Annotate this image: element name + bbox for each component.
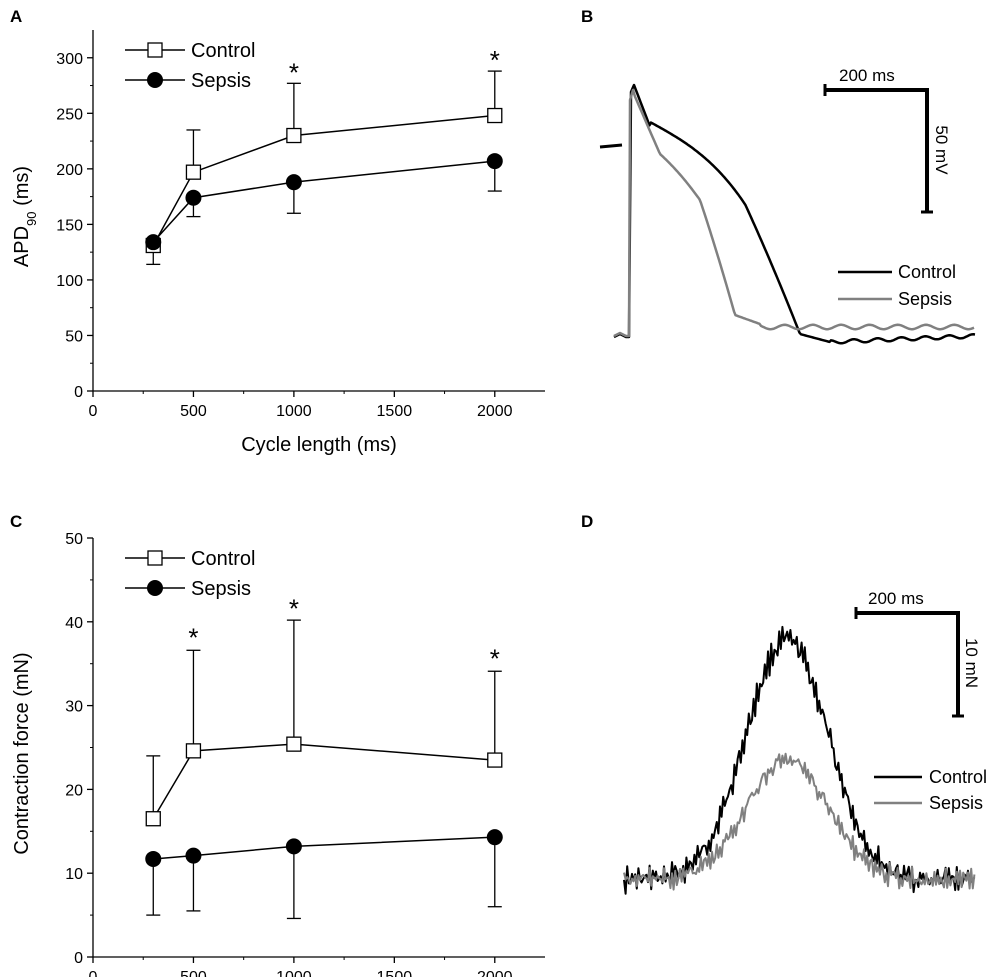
panel-a-x-tick-label: 1500 bbox=[377, 403, 413, 420]
panel-a-sepsis-point bbox=[285, 174, 302, 191]
panel-c-control-point bbox=[487, 752, 503, 768]
panel-a-control-point bbox=[487, 107, 503, 124]
panel-c-y-axis-label: Contraction force (mN) bbox=[11, 652, 33, 854]
panel-c-control-point bbox=[286, 736, 302, 752]
panel-a-legend-control-marker bbox=[147, 42, 163, 58]
panel-c-control-point bbox=[145, 811, 161, 827]
legend-b: Control Sepsis bbox=[838, 262, 956, 309]
panel-a-control-line bbox=[152, 114, 495, 246]
scale-bar-ap: 200 ms 50 mV bbox=[823, 66, 951, 214]
sepsis-force-trace bbox=[623, 752, 976, 891]
scale-label-force: 10 mN bbox=[962, 638, 981, 688]
panel-a-x-tick-label: 1000 bbox=[276, 403, 312, 420]
panel-c-control-line bbox=[152, 743, 495, 820]
resting-potential-marker bbox=[599, 143, 623, 149]
action-potential-traces: 200 ms 50 mV Control Sepsis bbox=[599, 66, 976, 345]
panel-c-sepsis-point bbox=[486, 829, 503, 846]
panel-a-y-tick-label: 200 bbox=[56, 162, 83, 179]
panel-a-legend-sepsis-label: Sepsis bbox=[191, 70, 251, 92]
scale-label-time-d: 200 ms bbox=[868, 589, 924, 608]
legend-d-control-label: Control bbox=[929, 767, 987, 787]
panel-c-x-tick-label: 1500 bbox=[377, 969, 413, 977]
scale-label-voltage: 50 mV bbox=[932, 125, 951, 175]
sepsis-action-potential-trace bbox=[613, 88, 975, 338]
panel-c-x-tick-label: 0 bbox=[89, 969, 98, 977]
panel-c-y-tick-label: 0 bbox=[74, 950, 83, 967]
legend-d: Control Sepsis bbox=[874, 767, 987, 813]
legend-b-control-label: Control bbox=[898, 262, 956, 282]
panel-a-sepsis-point bbox=[185, 189, 202, 206]
panel-a-significance-star: * bbox=[490, 45, 500, 75]
legend-b-sepsis-label: Sepsis bbox=[898, 289, 952, 309]
legend-d-sepsis-label: Sepsis bbox=[929, 793, 983, 813]
panel-a-sepsis-point bbox=[145, 234, 162, 251]
panel-letter-a: A bbox=[10, 7, 22, 26]
panel-a-y-tick-label: 250 bbox=[56, 106, 83, 123]
panel-c-y-tick-label: 10 bbox=[65, 866, 83, 883]
contraction-force-traces: 200 ms 10 mN Control Sepsis bbox=[623, 589, 987, 895]
panel-a-y-tick-label: 150 bbox=[56, 217, 83, 234]
panel-a-y-axis-label: APD90 (ms) bbox=[11, 166, 39, 267]
panel-letter-c: C bbox=[10, 512, 22, 531]
panel-c-significance-star: * bbox=[188, 623, 198, 653]
panel-c-legend-control-label: Control bbox=[191, 548, 255, 570]
panel-a-y-tick-label: 50 bbox=[65, 328, 83, 345]
panel-c-y-tick-label: 40 bbox=[65, 615, 83, 632]
panel-a-x-tick-label: 500 bbox=[180, 403, 207, 420]
panel-c-x-tick-label: 2000 bbox=[477, 969, 513, 977]
panel-c-y-tick-label: 20 bbox=[65, 782, 83, 799]
panel-c-legend-sepsis-label: Sepsis bbox=[191, 578, 251, 600]
panel-a-x-axis-label: Cycle length (ms) bbox=[241, 434, 397, 456]
panel-a-y-tick-label: 300 bbox=[56, 51, 83, 68]
panel-a-control-point bbox=[185, 164, 202, 180]
scale-label-time-b: 200 ms bbox=[839, 66, 895, 85]
panel-a-legend-sepsis-marker bbox=[147, 72, 163, 88]
panel-c-legend-control-marker bbox=[147, 550, 163, 566]
panel-letter-b: B bbox=[581, 7, 593, 26]
chart-apd90: 0 50 100 150 200 250 300 0 500 1000 1500 2000 Cycle … bbox=[11, 30, 545, 456]
panel-a-sepsis-line bbox=[152, 160, 495, 243]
panel-c-y-tick-label: 30 bbox=[65, 699, 83, 716]
panel-c-significance-star: * bbox=[289, 593, 299, 623]
panel-c-sepsis-point bbox=[185, 847, 202, 864]
panel-c-y-tick-label: 50 bbox=[65, 531, 83, 548]
panel-c-legend-sepsis-marker bbox=[147, 580, 163, 596]
panel-c-control-point bbox=[185, 743, 202, 759]
panel-c-x-tick-label: 500 bbox=[180, 969, 207, 977]
panel-c-significance-star: * bbox=[490, 644, 500, 674]
panel-a-x-tick-label: 2000 bbox=[477, 403, 513, 420]
panel-a-y-tick-label: 0 bbox=[74, 384, 83, 401]
panel-a-significance-star: * bbox=[289, 57, 299, 87]
panel-c-sepsis-line bbox=[153, 836, 495, 860]
panel-c-sepsis-point bbox=[285, 838, 302, 855]
scale-bar-force: 200 ms 10 mN bbox=[854, 589, 981, 718]
panel-c-sepsis-point bbox=[145, 850, 162, 867]
panel-a-x-tick-label: 0 bbox=[89, 403, 98, 420]
panel-a-legend-control-label: Control bbox=[191, 40, 255, 62]
panel-letter-d: D bbox=[581, 512, 593, 531]
panel-a-y-tick-label: 100 bbox=[56, 273, 83, 290]
panel-a-control-point bbox=[286, 127, 302, 144]
chart-contraction-force: 010203040500500100015002000Cycle length … bbox=[11, 531, 545, 977]
panel-a-sepsis-point bbox=[486, 153, 503, 170]
control-action-potential-trace bbox=[613, 83, 976, 345]
panel-c-x-tick-label: 1000 bbox=[276, 969, 312, 977]
